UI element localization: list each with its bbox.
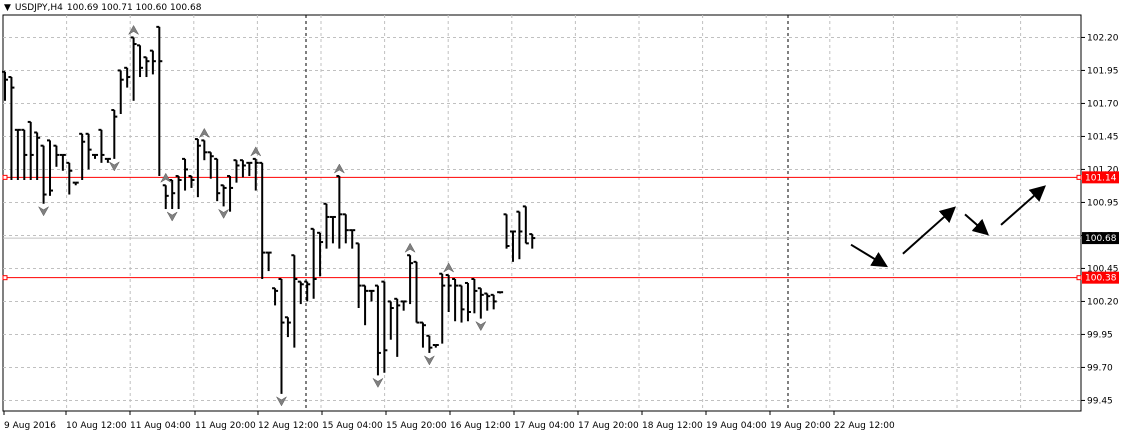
y-tick-label: 102.20 xyxy=(1087,33,1119,43)
fractal-up-icon xyxy=(442,262,455,273)
y-tick-label: 100.45 xyxy=(1087,264,1119,274)
x-tick-label: 22 Aug 12:00 xyxy=(834,421,895,431)
fractal-down-icon xyxy=(166,211,178,222)
level-price-label-bg xyxy=(1082,171,1119,184)
triangle-down-icon[interactable]: ▼ xyxy=(4,3,11,13)
y-tick-label: 101.45 xyxy=(1087,132,1119,142)
y-tick-label: 99.70 xyxy=(1087,363,1113,373)
y-tick-label: 101.70 xyxy=(1087,99,1119,109)
x-tick-label: 18 Aug 12:00 xyxy=(642,421,703,431)
x-tick-label: 15 Aug 04:00 xyxy=(322,421,383,431)
forecast-arrow xyxy=(850,243,888,268)
fractal-down-icon xyxy=(275,396,288,407)
y-tick-label: 101.95 xyxy=(1087,66,1119,76)
x-tick-label: 17 Aug 20:00 xyxy=(578,421,639,431)
x-tick-label: 9 Aug 2016 xyxy=(4,421,56,431)
fractal-down-icon xyxy=(475,320,487,332)
chart-header: ▼ USDJPY,H4 100.69 100.71 100.60 100.68 xyxy=(4,3,205,13)
x-tick-label: 15 Aug 20:00 xyxy=(386,421,447,431)
forecast-arrow xyxy=(1000,185,1047,226)
y-tick-label: 99.45 xyxy=(1087,396,1113,406)
fractal-up-icon xyxy=(160,172,172,183)
level-line-handle xyxy=(2,174,8,180)
current-price-label: 100.68 xyxy=(1085,234,1117,244)
y-tick-label: 99.95 xyxy=(1087,330,1113,340)
fractal-down-icon xyxy=(372,377,384,388)
y-tick-label: 100.20 xyxy=(1087,297,1119,307)
fractal-up-icon xyxy=(333,163,346,174)
ohlc-readout: 100.69 100.71 100.60 100.68 xyxy=(66,3,202,13)
fractal-down-icon xyxy=(108,161,120,172)
fractal-up-icon xyxy=(198,127,211,139)
x-tick-label: 16 Aug 12:00 xyxy=(450,421,511,431)
level-price-label: 101.14 xyxy=(1085,173,1117,183)
y-tick-label: 100.95 xyxy=(1087,198,1119,208)
level-line-handle xyxy=(2,275,8,281)
x-tick-label: 10 Aug 12:00 xyxy=(66,421,127,431)
x-tick-label: 11 Aug 04:00 xyxy=(130,421,191,431)
x-tick-label: 11 Aug 20:00 xyxy=(195,421,256,431)
fractal-up-icon xyxy=(404,242,416,253)
symbol-timeframe: USDJPY,H4 xyxy=(14,3,63,13)
fractal-down-icon xyxy=(37,206,50,217)
level-line-handle xyxy=(1076,174,1082,180)
x-tick-label: 12 Aug 12:00 xyxy=(258,421,319,431)
fractal-up-icon xyxy=(250,146,262,157)
current-price-label-bg xyxy=(1082,232,1119,245)
level-price-label-bg xyxy=(1082,271,1119,284)
x-tick-label: 19 Aug 04:00 xyxy=(706,421,767,431)
fractal-down-icon xyxy=(217,208,230,219)
y-tick-label: 101.20 xyxy=(1087,165,1119,175)
forecast-arrow xyxy=(964,213,989,236)
x-tick-label: 19 Aug 20:00 xyxy=(770,421,831,431)
plot-frame xyxy=(2,14,1082,412)
fractal-down-icon xyxy=(423,355,436,366)
level-line-handle xyxy=(1076,275,1082,281)
x-tick-label: 17 Aug 04:00 xyxy=(514,421,575,431)
level-price-label: 100.38 xyxy=(1085,274,1117,284)
fractal-up-icon xyxy=(127,24,140,36)
forecast-arrow xyxy=(902,206,956,255)
